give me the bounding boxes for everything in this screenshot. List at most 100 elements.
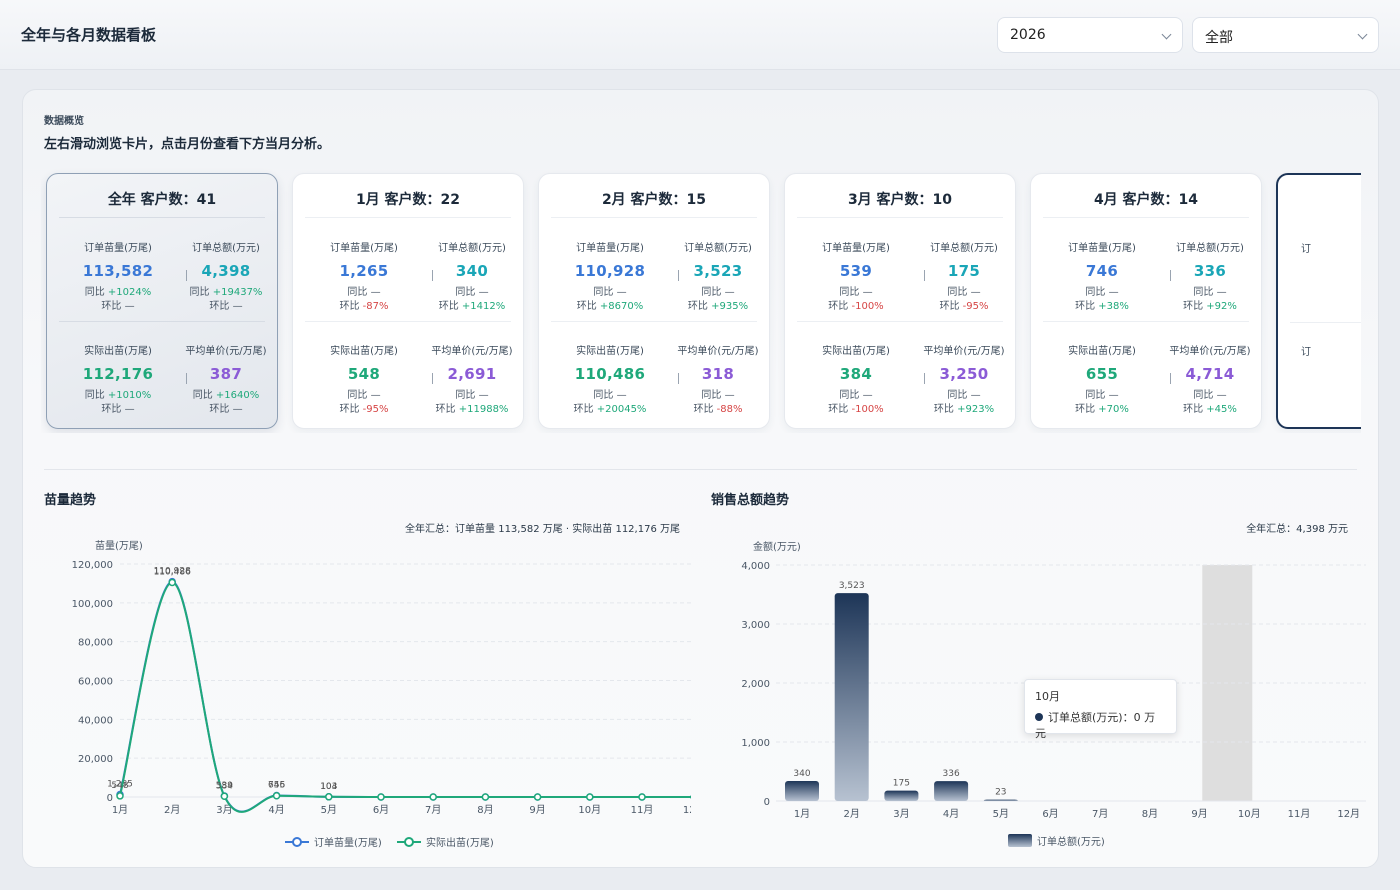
metric-yoy: 同比 — (593, 287, 627, 298)
metric-label: 实际出苗(万尾) (576, 346, 644, 357)
card-divider (1290, 322, 1361, 323)
x-tick-label: 6月 (1042, 808, 1058, 820)
metric: 订单苗量(万尾) 746 同比 — 环比 +38% (1044, 239, 1160, 312)
metric: 平均单价(元/万尾) 4,714 同比 — 环比 +45% (1152, 342, 1268, 415)
cards-carousel[interactable]: 全年 客户数：41 订单苗量(万尾) 113,582 同比 +1024% 环比 — 实际出… (41, 168, 1361, 433)
metric-mom: 环比 — (209, 301, 243, 312)
legend-marker (292, 837, 302, 847)
metric-mom: 环比 -95% (339, 404, 389, 415)
metric-mom: 环比 +92% (1183, 301, 1237, 312)
metric-yoy: 同比 — (347, 287, 381, 298)
x-tick-label: 10月 (1238, 808, 1261, 820)
metric-label: 平均单价(元/万尾) (923, 346, 1005, 357)
metric-label: 平均单价(元/万尾) (1169, 346, 1251, 357)
card-title: 1月 客户数：22 (355, 192, 461, 208)
data-point (638, 793, 646, 801)
metric-label: 实际出苗(万尾) (822, 346, 890, 357)
metric-yoy: 同比 — (947, 390, 981, 401)
x-tick-label: 12月 (1337, 808, 1360, 820)
sales-trend-chart[interactable]: 金额(万元) 0 1,000 2,000 3,000 4,000 1月 2月 3月 4月 5月 6月 7… (701, 530, 1371, 860)
y-tick-label: 2,000 (741, 679, 770, 690)
metric-label: 平均单价(元/万尾) (431, 346, 513, 357)
data-label: 23 (995, 788, 1006, 798)
seedling-chart-title: 苗量趋势 (44, 493, 97, 508)
card-divider (1043, 321, 1249, 322)
card-annual[interactable]: 全年 客户数：41 订单苗量(万尾) 113,582 同比 +1024% 环比 — 实际出… (46, 173, 278, 429)
tooltip-text: 订单总额(万元)：0 万元 (1035, 711, 1156, 740)
metric-mom: 环比 — (101, 404, 135, 415)
legend-label: 订单总额(万元) (1037, 835, 1105, 848)
x-tick-label: 12月 (683, 804, 691, 816)
legend-label: 实际出苗(万尾) (426, 836, 494, 849)
metric: 订单总额(万元) 175 同比 — 环比 -95% (906, 239, 1022, 312)
metric-mom: 环比 — (101, 301, 135, 312)
card-divider (797, 321, 1003, 322)
metric-label: 实际出苗(万尾) (1068, 346, 1136, 357)
bar (884, 790, 919, 801)
metric: 实际出苗(万尾) 548 同比 — 环比 -95% (306, 342, 422, 415)
metric-value: 4,714 (1185, 365, 1235, 383)
metric-label: 订单苗量(万尾) (822, 243, 890, 254)
metric-mom: 环比 +70% (1075, 404, 1129, 415)
x-tick-label: 8月 (1142, 808, 1158, 820)
metric-yoy: 同比 +1010% (84, 390, 152, 401)
metric-yoy: 同比 — (1085, 287, 1119, 298)
metric-value: 112,176 (82, 365, 154, 383)
metric-mom: 环比 -88% (693, 404, 743, 415)
card-title: 2月 客户数：15 (601, 192, 707, 208)
data-label: 104 (320, 782, 337, 792)
metric-mom: 环比 +38% (1075, 301, 1129, 312)
metric-value: 1,265 (339, 262, 389, 280)
metric-yoy: 同比 — (1193, 287, 1227, 298)
metric-yoy: 同比 — (1085, 390, 1119, 401)
card-month-4[interactable]: 4月 客户数：14 订单苗量(万尾) 746 同比 — 环比 +38% 实际出苗(万尾) 6… (1030, 173, 1262, 429)
y-tick-label: 4,000 (741, 561, 770, 572)
y-tick-label: 20,000 (78, 754, 113, 765)
metric: 平均单价(元/万尾) 2,691 同比 — 环比 +11988% (414, 342, 530, 415)
card-month-3[interactable]: 3月 客户数：10 订单苗量(万尾) 539 同比 — 环比 -100% 实际出苗(万尾)… (784, 173, 1016, 429)
legend-swatch (1008, 834, 1032, 847)
seedling-trend-chart[interactable]: 苗量(万尾) 0 20,000 40,000 60,000 80,000 100,000 12… (31, 530, 691, 860)
data-label: 384 (216, 781, 233, 791)
x-tick-label: 7月 (1092, 808, 1108, 820)
card-month-2[interactable]: 2月 客户数：15 订单苗量(万尾) 110,928 同比 — 环比 +8670% 实际出… (538, 173, 770, 429)
card-divider (59, 321, 265, 322)
metric-value: 175 (947, 262, 981, 280)
year-select[interactable]: 2026 (997, 17, 1183, 53)
x-tick-label: 11月 (1288, 808, 1311, 820)
card-title: 全年 客户数：41 (107, 192, 217, 208)
metric: 平均单价(元/万尾) 318 同比 — 环比 -88% (660, 342, 776, 415)
y-tick-label: 100,000 (72, 599, 113, 610)
metric-value: 655 (1085, 365, 1119, 383)
chevron-down-icon (1357, 29, 1368, 40)
card-divider (305, 321, 511, 322)
data-point (533, 793, 542, 801)
y-tick-label: 1,000 (741, 738, 770, 749)
y-tick-label: 80,000 (78, 638, 113, 649)
card-divider (59, 217, 265, 218)
y-tick-label: 40,000 (78, 715, 113, 726)
metric: 订单总额(万元) 3,523 同比 — 环比 +935% (660, 239, 776, 312)
scope-select[interactable]: 全部 (1192, 17, 1379, 53)
x-tick-label: 8月 (477, 804, 493, 816)
metric-mom: 环比 +8670% (576, 301, 644, 312)
x-tick-label: 3月 (893, 808, 909, 820)
card-divider (797, 217, 1003, 218)
x-tick-label: 4月 (943, 808, 959, 820)
card-month-5[interactable]: 订订 (1276, 173, 1361, 429)
data-point (325, 793, 333, 801)
card-month-1[interactable]: 1月 客户数：22 订单苗量(万尾) 1,265 同比 — 环比 -87% 实际出苗(万尾… (292, 173, 524, 429)
x-tick-label: 5月 (321, 804, 337, 816)
y-tick-label: 0 (764, 797, 770, 808)
metric-separator (186, 373, 187, 384)
scope-select-value: 全部 (1205, 30, 1233, 46)
metric-yoy: 同比 +19437% (189, 287, 263, 298)
data-label: 103 (320, 782, 337, 792)
x-tick-label: 4月 (268, 804, 284, 816)
metric-separator (186, 270, 187, 281)
metric-value: 2,691 (447, 365, 497, 383)
metric-separator (924, 373, 925, 384)
data-label: 340 (793, 769, 810, 779)
metric-label: 订单总额(万元) (1176, 243, 1244, 254)
data-point (377, 793, 385, 801)
